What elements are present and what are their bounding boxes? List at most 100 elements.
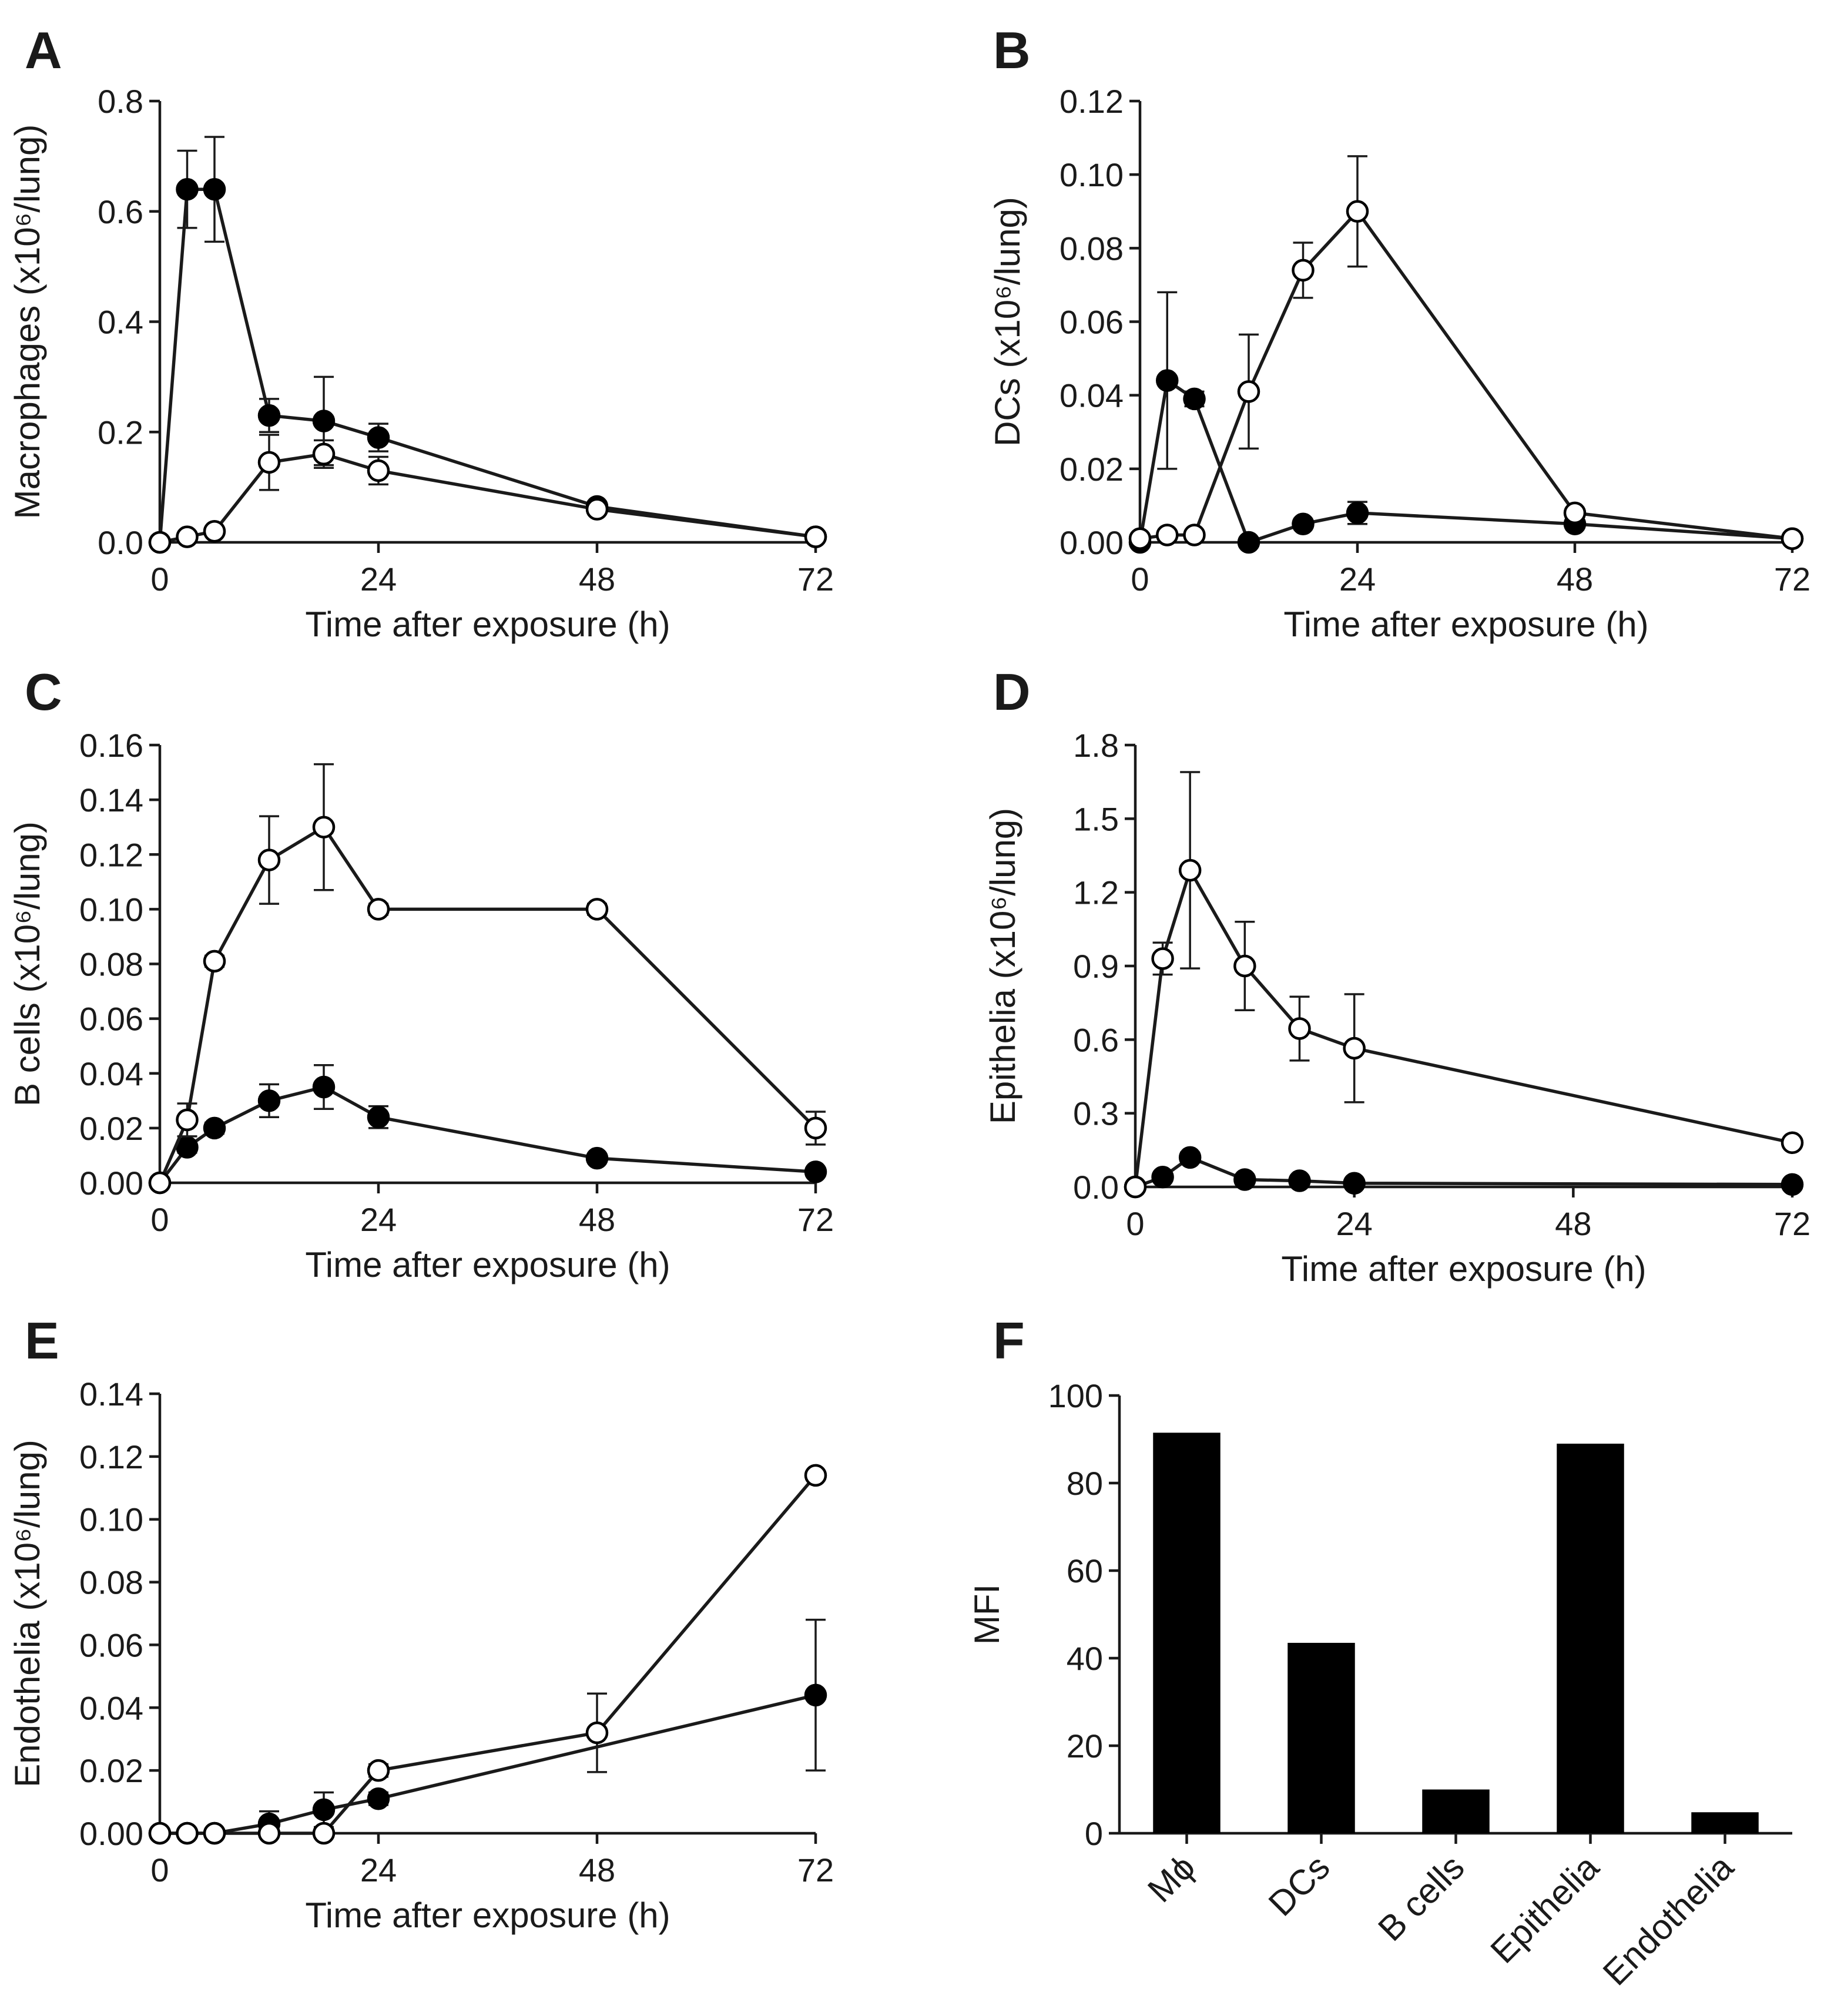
y-tick-label: 0.9 — [1073, 948, 1119, 985]
x-tick-label: 0 — [1126, 1205, 1144, 1242]
data-point-open — [312, 816, 336, 838]
y-tick-label: 0.06 — [1059, 304, 1124, 341]
data-point-filled — [1156, 369, 1179, 392]
y-tick-label: 1.5 — [1073, 800, 1119, 837]
data-point-open — [1156, 524, 1179, 546]
series-open — [148, 763, 827, 1195]
y-tick-label: 40 — [1067, 1640, 1103, 1677]
y-tick-label: 60 — [1067, 1552, 1103, 1589]
y-tick-label: 0.8 — [98, 83, 143, 120]
x-axis-label: Time after exposure (h) — [305, 605, 670, 644]
data-point-open — [585, 898, 609, 921]
panel-a: A 0.0 0.2 0.4 0.6 0.8 0 24 48 72 Time after exposu… — [8, 21, 834, 644]
data-point-open — [203, 519, 226, 543]
data-point-filled — [585, 1146, 609, 1170]
y-tick-label: 0.00 — [79, 1815, 143, 1852]
x-tick-label: 0 — [150, 1851, 169, 1888]
x-tick-label: 0 — [1131, 561, 1149, 598]
panel-letter-e: E — [25, 1311, 59, 1370]
data-point-filled — [804, 1683, 827, 1707]
y-tick-label: 1.2 — [1073, 874, 1119, 911]
data-point-open — [367, 1759, 390, 1782]
panel-e: E 0.00 0.02 0.04 0.06 0.08 0.10 0.12 0.14 0 24 48 72… — [8, 1311, 834, 1935]
y-tick-label: 0.08 — [1059, 230, 1124, 267]
y-tick-label: 0.12 — [1059, 83, 1124, 120]
y-tick-label: 0.10 — [79, 891, 143, 928]
panel-letter-b: B — [993, 21, 1031, 79]
data-point-open — [585, 1721, 609, 1745]
data-point-open — [1237, 380, 1260, 403]
data-point-open — [1781, 527, 1804, 550]
x-axis-label: Time after exposure (h) — [1281, 1249, 1646, 1289]
data-point-filled — [257, 1089, 281, 1112]
data-point-open — [1343, 1036, 1366, 1060]
y-tick-label: 0.2 — [98, 414, 143, 451]
y-tick-label: 0.10 — [79, 1501, 143, 1538]
data-point-filled — [1233, 1168, 1256, 1191]
y-tick-label: 0.02 — [79, 1110, 143, 1147]
x-tick-label: 48 — [1555, 1205, 1591, 1242]
y-tick-label: 0.02 — [79, 1752, 143, 1789]
y-tick-label: 0.12 — [79, 836, 143, 873]
panel-letter-a: A — [25, 21, 62, 79]
data-point-open — [312, 1822, 336, 1845]
y-tick-label: 0.00 — [1059, 524, 1124, 561]
data-point-filled — [257, 404, 281, 427]
panel-letter-c: C — [25, 663, 62, 721]
x-tick-label: 24 — [360, 561, 397, 598]
data-point-open — [1151, 947, 1174, 970]
data-point-open — [804, 1116, 827, 1140]
y-tick-label: 1.8 — [1073, 727, 1119, 764]
y-tick-label: 0.04 — [1059, 377, 1124, 414]
y-tick-label: 0 — [1085, 1815, 1103, 1852]
data-point-open — [203, 1822, 226, 1845]
data-point-filled — [1288, 1169, 1311, 1192]
data-point-open — [257, 1822, 281, 1845]
data-point-open — [585, 498, 609, 521]
panel-letter-d: D — [993, 663, 1031, 721]
y-axis-label: Epithelia (x10⁶/lung) — [983, 808, 1022, 1124]
series-open — [148, 434, 827, 554]
y-tick-label: 0.0 — [98, 524, 143, 561]
x-tick-label: 72 — [1774, 561, 1810, 598]
data-point-open — [176, 525, 199, 548]
data-point-open — [148, 1171, 172, 1195]
panel-b: B 0.00 0.02 0.04 0.06 0.08 0.10 0.12 0 24 48 72 Time… — [988, 21, 1810, 644]
y-tick-label: 0.04 — [79, 1689, 143, 1726]
series-open — [148, 1464, 827, 1845]
x-tick-label: 24 — [1336, 1205, 1373, 1242]
panel-c: C 0.00 0.02 0.04 0.06 0.08 0.10 0.12 0.14 0.16 0 24… — [8, 663, 834, 1284]
bar-3 — [1557, 1443, 1624, 1833]
data-point-filled — [1343, 1172, 1366, 1195]
y-axis-label: Macrophages (x10⁶/lung) — [8, 125, 47, 519]
x-tick-label: 72 — [797, 1201, 834, 1238]
data-point-filled — [367, 426, 390, 449]
data-point-open — [257, 848, 281, 871]
y-tick-label: 0.3 — [1073, 1095, 1119, 1132]
y-tick-label: 0.02 — [1059, 451, 1124, 488]
y-tick-label: 0.08 — [79, 946, 143, 983]
data-point-open — [804, 1464, 827, 1487]
data-point-filled — [312, 410, 336, 432]
x-axis-label: Time after exposure (h) — [305, 1896, 670, 1935]
y-tick-label: 0.10 — [1059, 156, 1124, 193]
x-tick-label: 0 — [150, 561, 169, 598]
data-point-filled — [804, 1160, 827, 1183]
bar-1 — [1287, 1642, 1355, 1833]
x-tick-label: 24 — [360, 1201, 397, 1238]
data-point-filled — [1183, 387, 1206, 411]
y-tick-label: 0.0 — [1073, 1169, 1119, 1206]
data-point-open — [1288, 1017, 1311, 1040]
data-point-open — [367, 898, 390, 921]
x-tick-label: 24 — [1339, 561, 1376, 598]
data-point-open — [257, 451, 281, 474]
y-tick-label: 0.14 — [79, 781, 143, 819]
y-tick-label: 0.06 — [79, 1626, 143, 1663]
data-point-open — [1292, 259, 1315, 282]
data-point-open — [176, 1108, 199, 1132]
data-point-open — [1124, 1175, 1147, 1199]
y-tick-label: 0.6 — [1073, 1021, 1119, 1058]
y-axis-label: MFI — [967, 1584, 1007, 1645]
